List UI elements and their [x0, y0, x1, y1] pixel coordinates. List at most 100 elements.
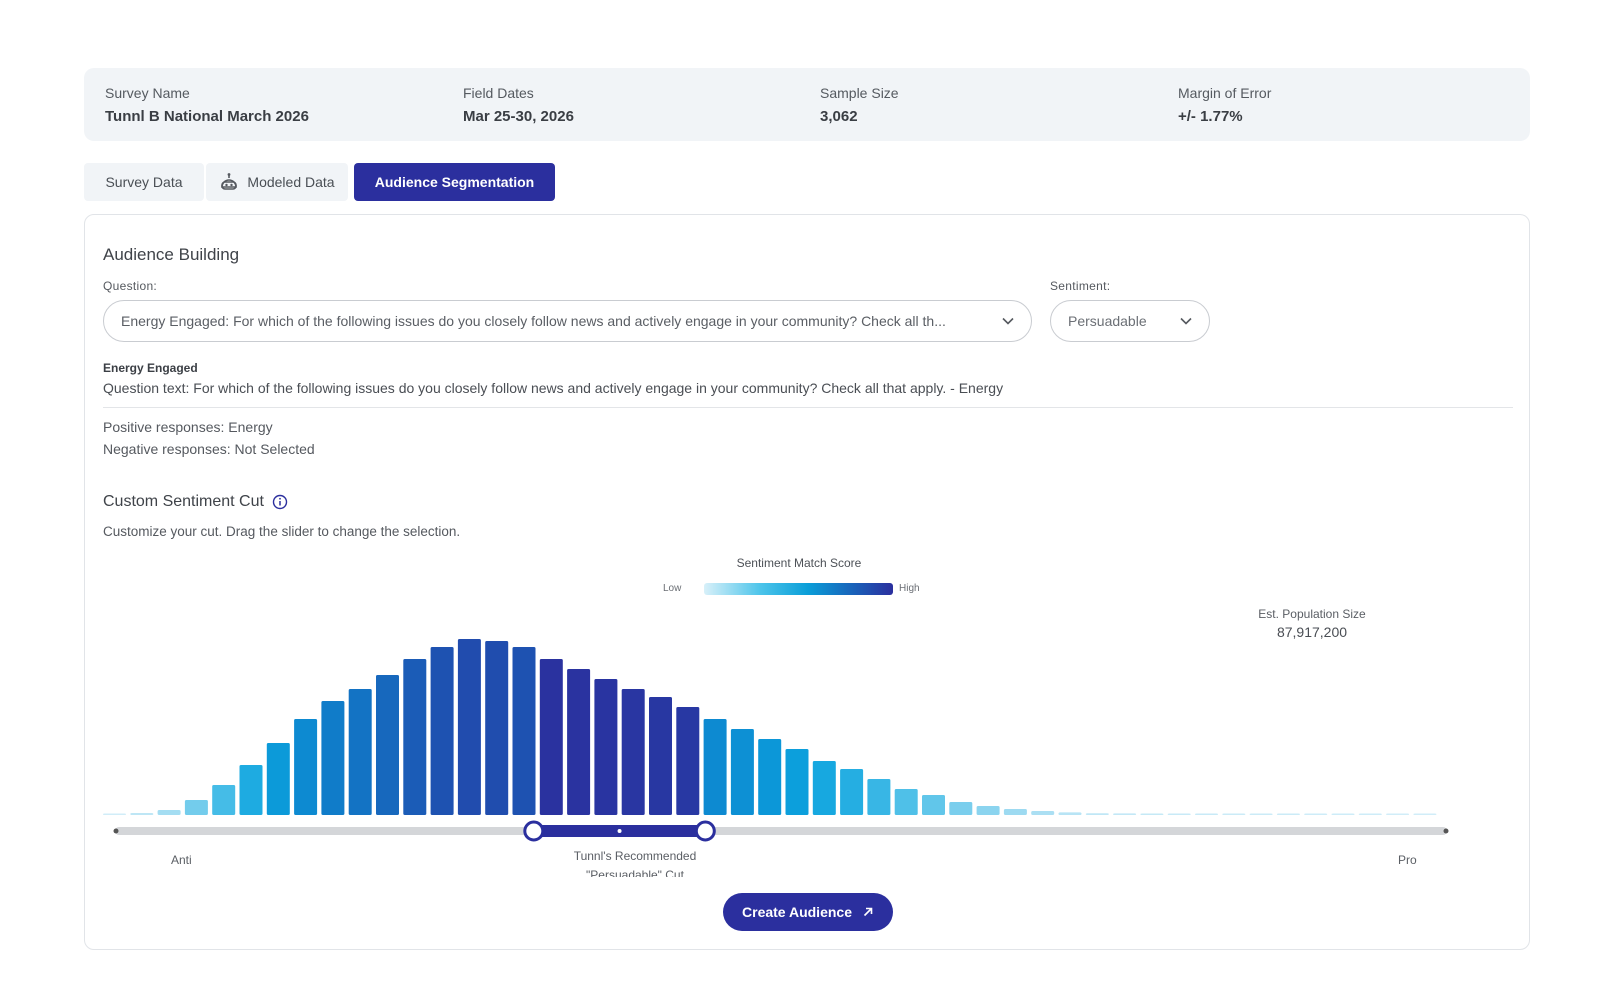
- histogram-bar: [1031, 811, 1055, 815]
- create-audience-button[interactable]: Create Audience: [723, 893, 893, 931]
- histogram-bar: [348, 689, 372, 815]
- tab-audience-segmentation[interactable]: Audience Segmentation: [354, 163, 555, 201]
- legend-high: High: [899, 583, 920, 594]
- field-dates-label: Field Dates: [463, 85, 534, 101]
- sample-size-label: Sample Size: [820, 85, 899, 101]
- survey-name-value: Tunnl B National March 2026: [105, 108, 309, 125]
- histogram-bar: [730, 729, 754, 815]
- histogram-bar: [184, 800, 208, 815]
- question-select-value: Energy Engaged: For which of the followi…: [121, 313, 946, 329]
- sentiment-label: Sentiment:: [1050, 279, 1111, 293]
- histogram-bar: [239, 765, 263, 815]
- histogram-bar: [212, 785, 236, 815]
- histogram-bar: [812, 761, 836, 815]
- histogram-bar: [103, 813, 126, 815]
- sentiment-select[interactable]: Persuadable: [1050, 300, 1210, 342]
- histogram-bar: [1249, 813, 1273, 815]
- histogram-bar: [1304, 813, 1328, 815]
- margin-of-error-value: +/- 1.77%: [1178, 108, 1243, 125]
- histogram-bar: [294, 719, 318, 815]
- histogram-bar: [594, 679, 618, 815]
- histogram-bar: [1085, 813, 1109, 815]
- histogram-bar: [703, 719, 727, 815]
- histogram-bar: [457, 639, 481, 815]
- sample-size-value: 3,062: [820, 108, 858, 125]
- create-audience-label: Create Audience: [742, 904, 852, 920]
- histogram-bar: [1358, 813, 1382, 815]
- legend-title: Sentiment Match Score: [736, 556, 862, 570]
- field-dates: Field Dates Mar 25-30, 2026: [463, 85, 574, 125]
- question-select[interactable]: Energy Engaged: For which of the followi…: [103, 300, 1032, 342]
- survey-info-bar: Survey Name Tunnl B National March 2026 …: [84, 68, 1530, 141]
- slider-handle-right[interactable]: [694, 820, 716, 842]
- arrow-up-right-icon: [863, 907, 873, 917]
- audience-building-title: Audience Building: [103, 245, 240, 264]
- question-label: Question:: [103, 279, 158, 293]
- histogram-bar: [949, 802, 973, 815]
- sentiment-histogram: [103, 639, 1437, 815]
- axis-label-pro: Pro: [1398, 853, 1417, 867]
- chevron-down-icon: [1180, 317, 1192, 325]
- slider-track[interactable]: [115, 827, 1447, 835]
- histogram-bar: [649, 697, 672, 815]
- histogram-bar: [1413, 813, 1437, 815]
- histogram-bar: [894, 789, 918, 815]
- question-name: Energy Engaged: [103, 361, 198, 375]
- legend-low: Low: [663, 583, 682, 594]
- histogram-bar: [512, 647, 536, 815]
- recommended-cut-line1: Tunnl's Recommended: [573, 849, 697, 863]
- histogram-bar: [1058, 812, 1082, 815]
- tab-survey-data-label: Survey Data: [105, 174, 183, 190]
- histogram-bar: [1140, 813, 1164, 815]
- histogram-bar: [1222, 813, 1246, 815]
- robot-icon: [221, 173, 238, 190]
- histogram-bar: [567, 669, 591, 815]
- histogram-bar: [403, 659, 427, 815]
- custom-sentiment-cut-title: Custom Sentiment Cut: [103, 493, 288, 511]
- histogram-bar: [922, 795, 945, 815]
- slider-track-start-dot: [113, 828, 119, 834]
- audience-card: Audience Building Question: Energy Engag…: [84, 214, 1530, 950]
- population-label: Est. Population Size: [1258, 607, 1366, 621]
- tab-modeled-data[interactable]: Modeled Data: [206, 163, 348, 201]
- chevron-down-icon: [1002, 317, 1014, 325]
- recommended-cut-label: Tunnl's Recommended "Persuadable" Cut: [555, 847, 715, 877]
- histogram-bar: [1003, 809, 1027, 815]
- histogram-bar: [321, 701, 345, 815]
- slider-handle-left[interactable]: [523, 820, 545, 842]
- divider: [103, 407, 1513, 408]
- histogram-bar: [1276, 813, 1300, 815]
- histogram-bar: [1331, 813, 1355, 815]
- population-value: 87,917,200: [1276, 624, 1348, 640]
- histogram-bar: [840, 769, 864, 815]
- histogram-bar: [758, 739, 782, 815]
- axis-label-anti: Anti: [171, 853, 192, 867]
- sentiment-select-value: Persuadable: [1068, 313, 1147, 329]
- recommended-cut-line2: "Persuadable" Cut: [586, 868, 684, 877]
- margin-of-error-label: Margin of Error: [1178, 85, 1272, 101]
- info-icon[interactable]: [272, 494, 288, 510]
- question-text: Question text: For which of the followin…: [103, 380, 1004, 396]
- histogram-bar: [430, 647, 454, 815]
- slider-track-end-dot: [1443, 828, 1449, 834]
- slider-selection-center-dot: [617, 829, 622, 833]
- histogram-bar: [376, 675, 399, 815]
- tab-audience-segmentation-label: Audience Segmentation: [374, 174, 535, 190]
- margin-of-error: Margin of Error +/- 1.77%: [1178, 85, 1271, 125]
- histogram-bar: [867, 779, 891, 815]
- custom-sentiment-cut-label: Custom Sentiment Cut: [103, 493, 264, 510]
- sentiment-range-slider[interactable]: [85, 215, 1529, 875]
- tab-survey-data[interactable]: Survey Data: [84, 163, 204, 201]
- sentiment-gradient-bar: [704, 583, 893, 595]
- negative-responses: Negative responses: Not Selected: [103, 441, 315, 457]
- histogram-bar: [1195, 813, 1218, 815]
- histogram-bar: [1386, 813, 1410, 815]
- custom-cut-subtitle: Customize your cut. Drag the slider to c…: [103, 524, 461, 539]
- histogram-bar: [266, 743, 290, 815]
- histogram-bar: [1113, 813, 1137, 815]
- survey-name: Survey Name Tunnl B National March 2026: [105, 85, 309, 125]
- tab-modeled-data-label: Modeled Data: [247, 174, 335, 190]
- sample-size: Sample Size 3,062: [820, 85, 899, 125]
- histogram-bar: [157, 810, 181, 815]
- survey-name-label: Survey Name: [105, 85, 190, 101]
